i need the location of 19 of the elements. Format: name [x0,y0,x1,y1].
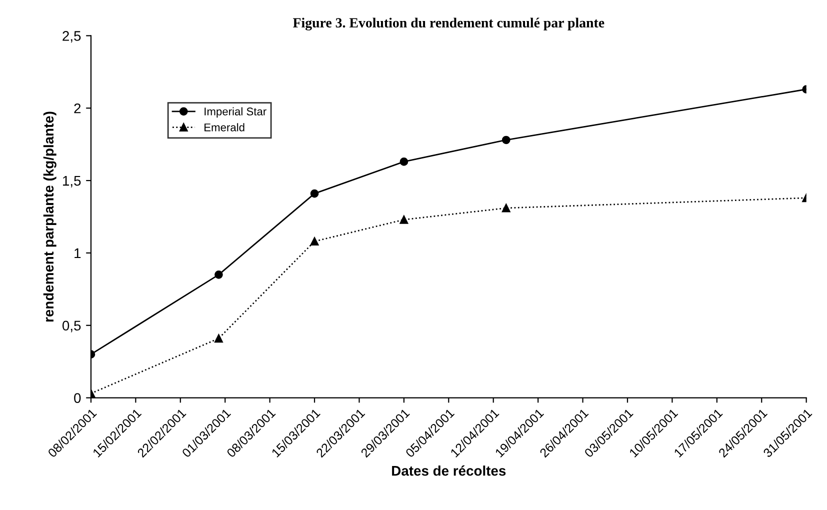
point [502,204,510,212]
y-tick-label: 2 [74,103,81,114]
y-axis-title: rendement parplante (kg/plante) [43,112,56,322]
point [400,215,408,224]
y-tick-label: 1,5 [63,176,81,188]
point [214,334,223,343]
point [310,237,319,246]
y-tick-label: 0,5 [62,320,81,332]
legend-label: Emerald [204,123,244,132]
y-tick-label: 1 [74,248,81,258]
point [400,158,408,166]
chart-title: Figure 3. Evolution du rendement cumulé par plante [293,18,604,30]
y-tick-label: 0 [74,393,81,403]
point [214,270,223,279]
y-tick-label: 2,5 [62,31,81,43]
point [502,136,510,144]
x-axis-title: Dates de récoltes [392,465,506,476]
point [310,189,319,198]
legend-label: Imperial Star [204,107,266,118]
